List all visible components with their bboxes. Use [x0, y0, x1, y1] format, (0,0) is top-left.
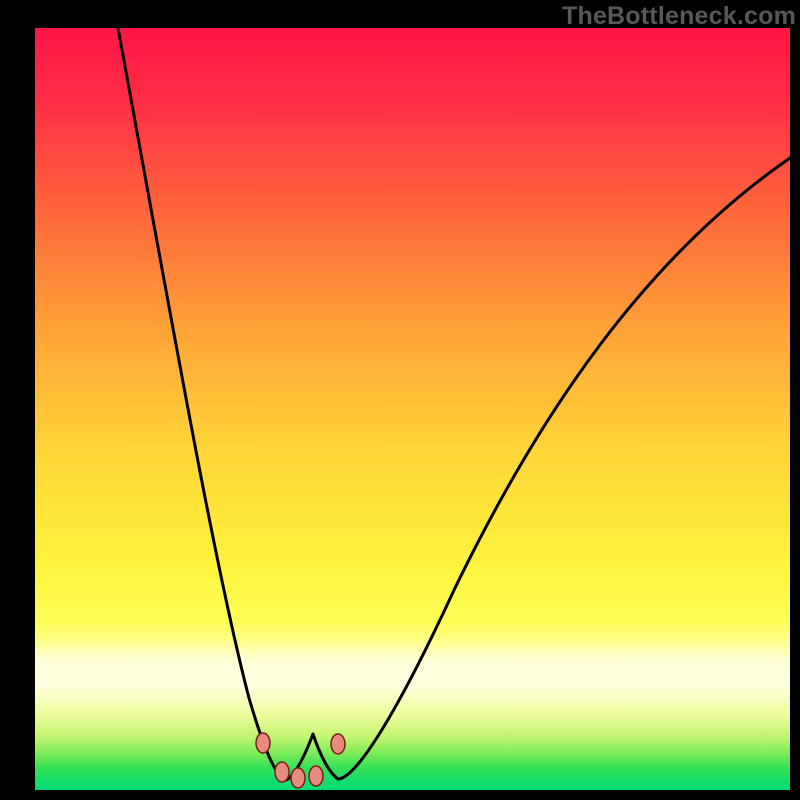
curve-overlay	[35, 28, 790, 790]
curve-right	[313, 158, 790, 779]
watermark-text: TheBottleneck.com	[562, 2, 796, 31]
chart-frame: TheBottleneck.com	[0, 0, 800, 800]
curve-left	[118, 28, 313, 780]
marker-3	[309, 766, 323, 786]
marker-0	[256, 733, 270, 753]
plot-area	[35, 28, 790, 790]
marker-1	[275, 762, 289, 782]
marker-2	[291, 768, 305, 788]
marker-4	[331, 734, 345, 754]
